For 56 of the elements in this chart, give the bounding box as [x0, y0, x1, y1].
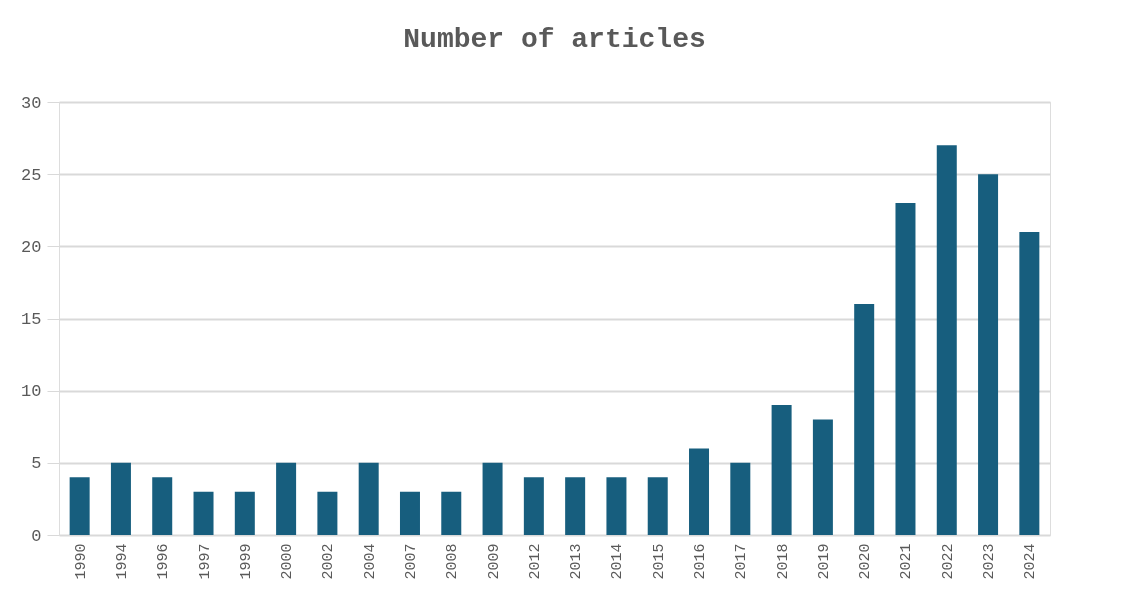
x-tick-label: 2013: [568, 543, 586, 580]
x-tick-label: 2009: [485, 543, 503, 580]
bar: [565, 477, 586, 535]
x-tick-label: 2002: [320, 543, 338, 580]
bar: [441, 491, 462, 535]
x-tick-label: 1999: [237, 543, 255, 580]
x-tick-label: 2023: [981, 543, 999, 580]
bar: [234, 491, 255, 535]
bar: [110, 462, 131, 535]
x-tick-label: 2008: [444, 543, 462, 580]
bar: [152, 477, 173, 535]
y-tick-label: 25: [21, 165, 42, 185]
y-tick-label: 0: [31, 526, 42, 546]
bar: [317, 491, 338, 535]
x-tick-label: 2021: [898, 543, 916, 580]
bar: [482, 462, 503, 535]
x-tick-label: 2022: [939, 543, 957, 580]
bar: [523, 477, 544, 535]
x-tick-label: 2014: [609, 543, 627, 580]
y-tick-label: 20: [21, 237, 42, 257]
bar: [936, 145, 957, 535]
bar: [689, 448, 710, 535]
bar: [399, 491, 420, 535]
bar: [771, 405, 792, 535]
bar: [1019, 231, 1040, 535]
x-tick-label: 1994: [113, 543, 131, 580]
bar: [730, 462, 751, 535]
y-tick-label: 10: [21, 382, 42, 402]
x-tick-label: 1990: [72, 543, 90, 580]
x-tick-label: 2019: [815, 543, 833, 580]
bar: [854, 304, 875, 535]
x-tick-label: 2000: [279, 543, 297, 580]
y-tick-label: 5: [31, 454, 42, 474]
bar: [69, 477, 90, 535]
bar: [358, 462, 379, 535]
x-tick-label: 2004: [361, 543, 379, 580]
x-tick-label: 1996: [155, 543, 173, 580]
x-tick-label: 2015: [650, 543, 668, 580]
x-tick-label: 2024: [1022, 543, 1040, 580]
x-tick-label: 2016: [692, 543, 710, 580]
bar: [895, 203, 916, 535]
x-tick-label: 2012: [526, 543, 544, 580]
bar: [812, 419, 833, 535]
chart-title: Number of articles: [403, 24, 706, 55]
x-tick-label: 2018: [774, 543, 792, 580]
x-tick-label: 2007: [402, 543, 420, 580]
y-tick-label: 15: [21, 310, 42, 329]
x-tick-label: 1997: [196, 543, 214, 580]
bar: [647, 477, 668, 535]
x-tick-label: 2020: [857, 543, 875, 580]
x-tick-label: 2017: [733, 543, 751, 580]
bar: [978, 174, 999, 535]
bar: [193, 491, 214, 535]
bar: [276, 462, 297, 535]
bar: [606, 477, 627, 535]
y-tick-label: 30: [21, 93, 42, 113]
